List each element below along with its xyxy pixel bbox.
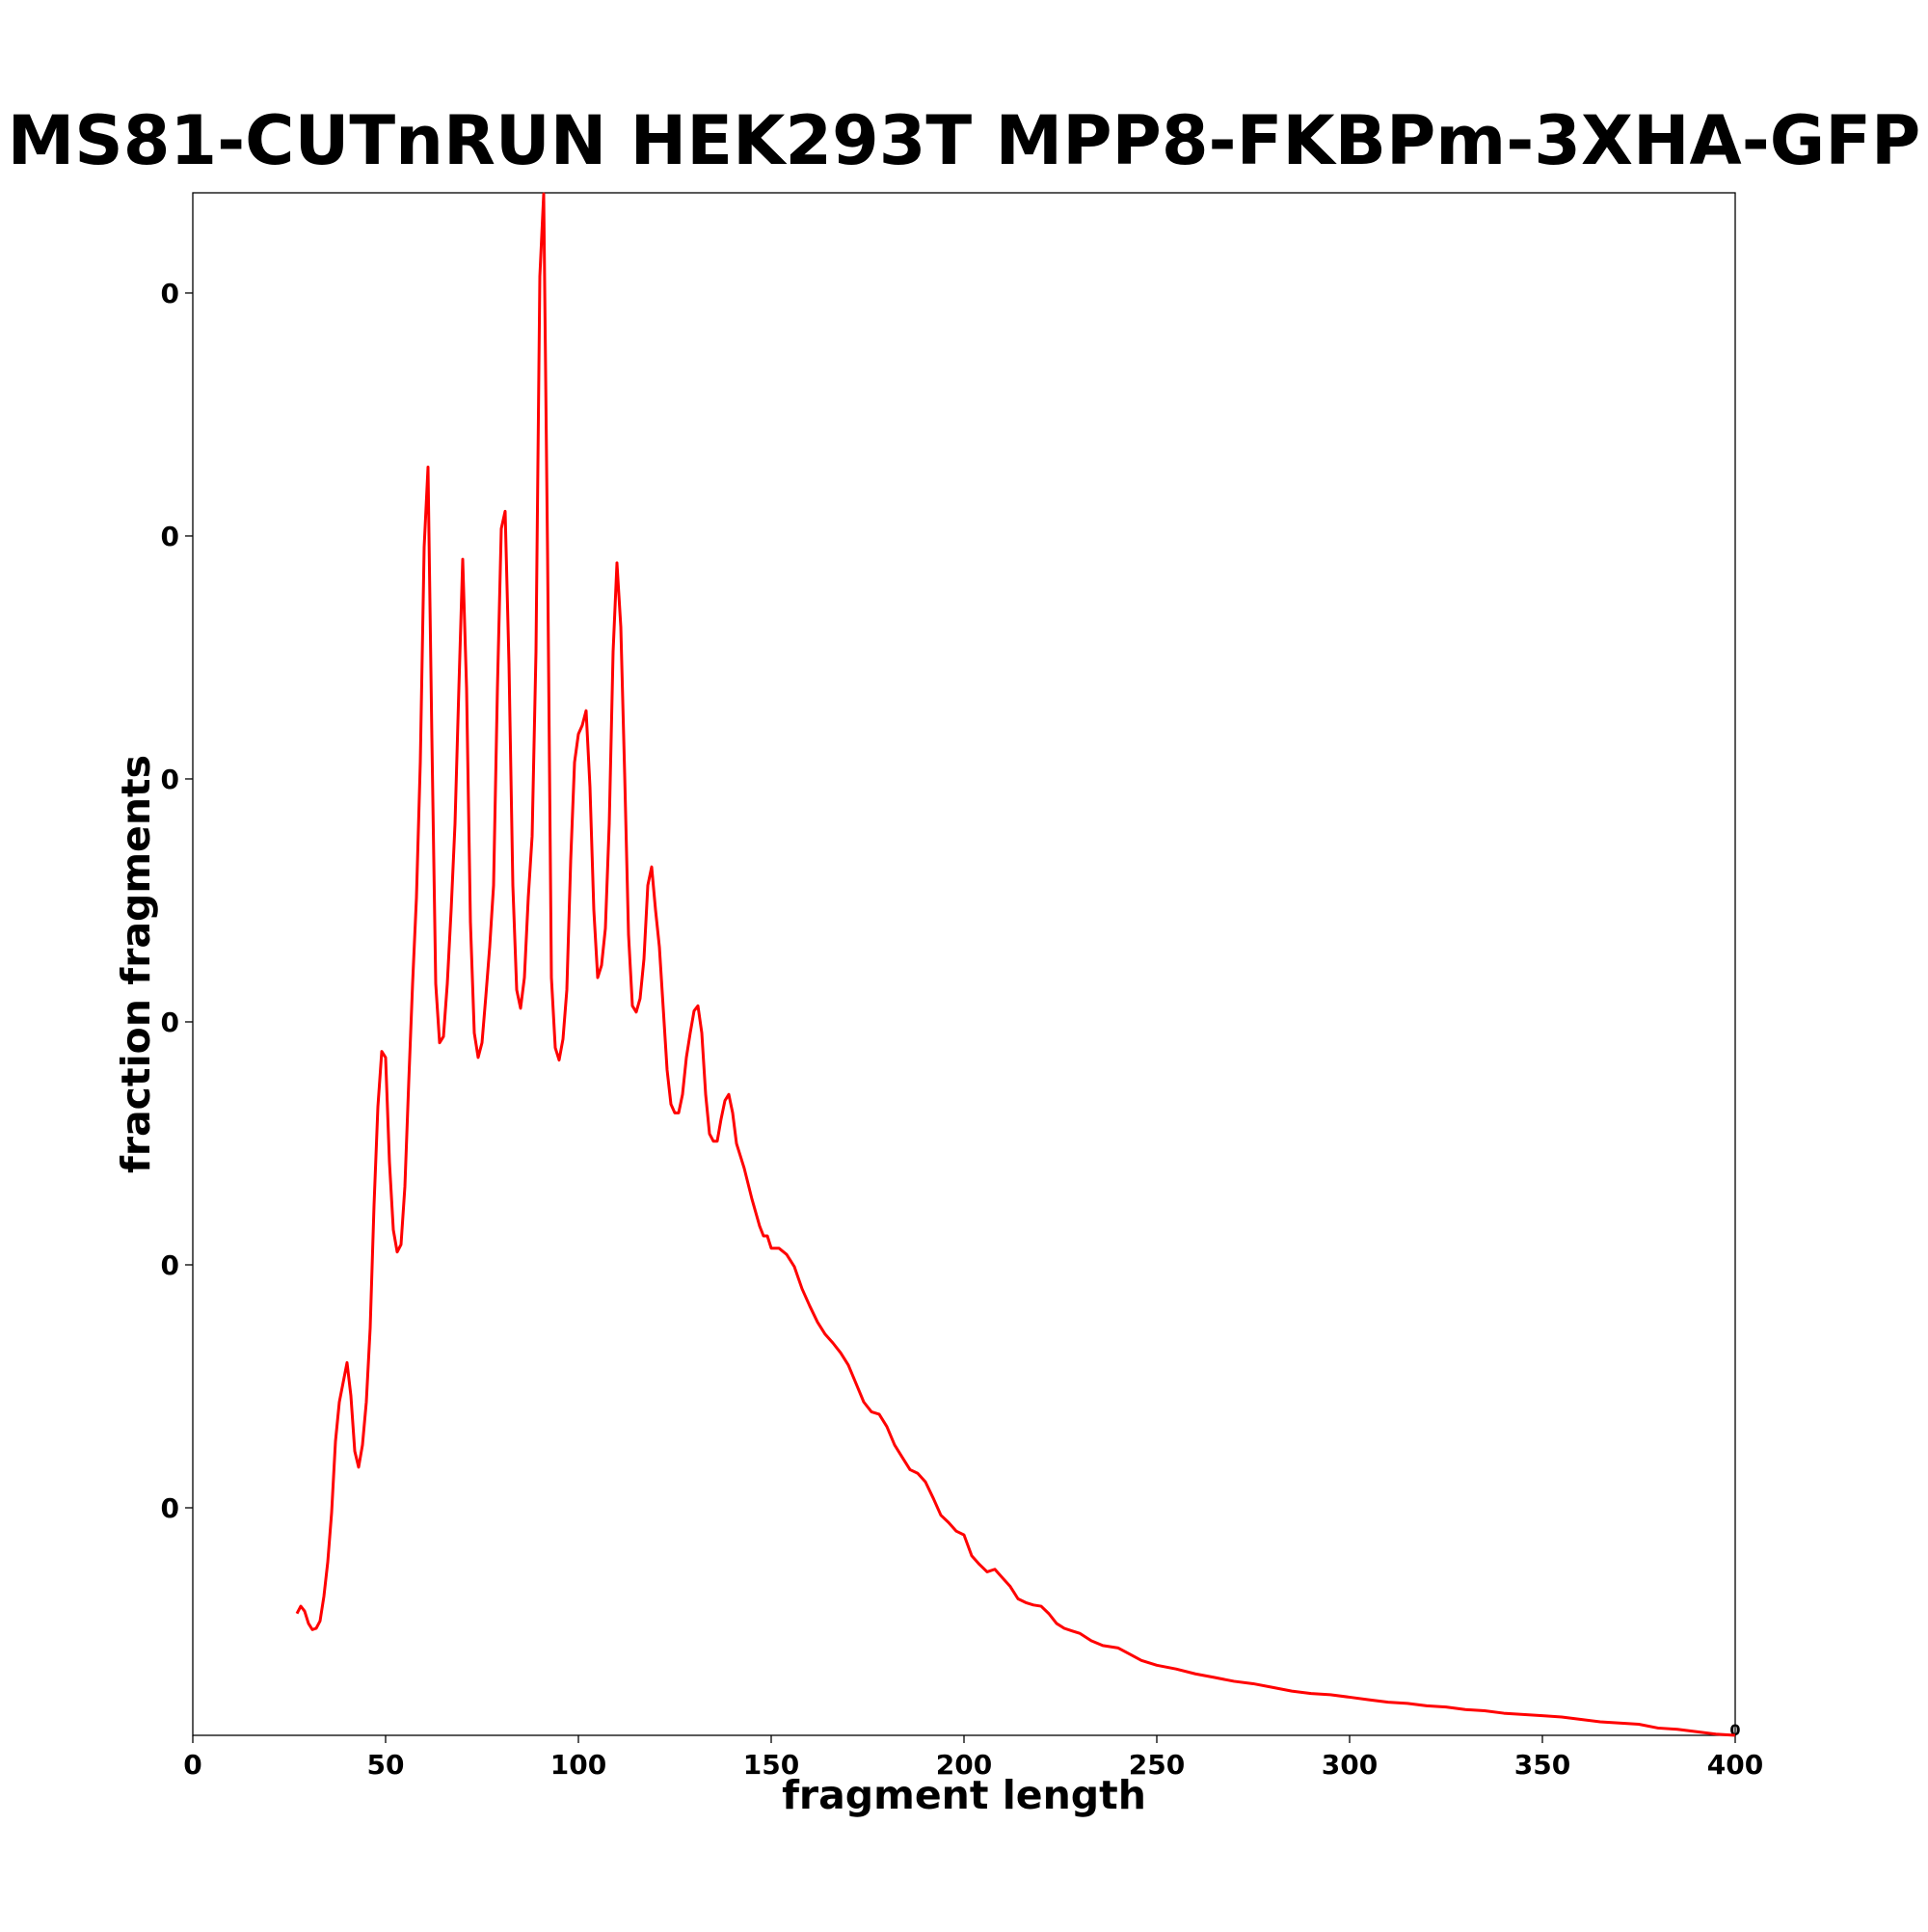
data-line — [295, 192, 1736, 1737]
plot-frame — [192, 192, 1736, 1736]
x-tick-label: 50 — [367, 1749, 405, 1781]
x-tick-label: 350 — [1514, 1749, 1570, 1781]
y-tick-label: 0 — [161, 1492, 179, 1524]
chart-title: MS81-CUTnRUN HEK293T MPP8-FKBPm-3XHA-GFP — [8, 101, 1921, 180]
y-tick-label: 0 — [161, 1249, 179, 1281]
y-tick-label: 0 — [161, 521, 179, 552]
x-tick-label: 100 — [550, 1749, 606, 1781]
y-tick-label: 0 — [161, 278, 179, 309]
x-axis-label: fragment length — [782, 1772, 1146, 1818]
corner-label: 0 — [1729, 1721, 1740, 1739]
x-tick-label: 400 — [1707, 1749, 1763, 1781]
y-axis-label: fraction fragments — [113, 755, 159, 1173]
x-tick-label: 250 — [1129, 1749, 1185, 1781]
y-tick-label: 0 — [161, 1006, 179, 1038]
x-tick-label: 200 — [936, 1749, 992, 1781]
x-tick-label: 150 — [743, 1749, 799, 1781]
x-tick-label: 0 — [183, 1749, 201, 1781]
y-tick-label: 0 — [161, 764, 179, 795]
x-tick-label: 300 — [1322, 1749, 1378, 1781]
